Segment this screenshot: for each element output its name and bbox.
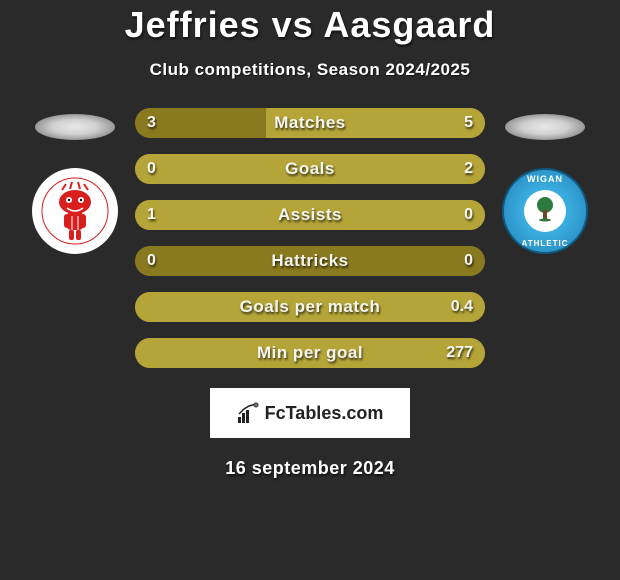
page-subtitle: Club competitions, Season 2024/2025 (0, 60, 620, 80)
stat-bar: 277Min per goal (135, 338, 485, 368)
bar-fill-right (135, 154, 485, 184)
club-badge-right: WIGAN ATHLETIC (502, 168, 588, 254)
infographic-root: Jeffries vs Aasgaard Club competitions, … (0, 0, 620, 479)
source-logo-box: FcTables.com (210, 388, 410, 438)
badge-center (524, 190, 566, 232)
source-logo-text: FcTables.com (265, 403, 384, 424)
main-row: 35Matches 02Goals 10Assists 0 0Hattricks 0.4G… (0, 108, 620, 368)
stat-value-left: 3 (147, 108, 156, 138)
right-side-column: WIGAN ATHLETIC (495, 108, 595, 254)
left-side-column (25, 108, 125, 254)
bar-fill-right (135, 338, 485, 368)
stat-bar: 02Goals (135, 154, 485, 184)
stat-bar: 0.4Goals per match (135, 292, 485, 322)
badge-ring-text-bottom: ATHLETIC (522, 239, 569, 248)
bar-fill-right (135, 292, 485, 322)
fctables-logo-icon (237, 402, 259, 424)
stat-bar: 10Assists (135, 200, 485, 230)
lincoln-crest-icon (40, 176, 110, 246)
page-title: Jeffries vs Aasgaard (0, 4, 620, 46)
tree-icon (534, 196, 556, 227)
stat-label: Hattricks (135, 246, 485, 276)
club-badge-left (32, 168, 118, 254)
stat-value-left: 0 (147, 246, 156, 276)
stat-bars-column: 35Matches 02Goals 10Assists 0 0Hattricks 0.4G… (135, 108, 485, 368)
bar-fill-right (266, 108, 485, 138)
player-shadow-right (505, 114, 585, 140)
date-text: 16 september 2024 (0, 458, 620, 479)
player-shadow-left (35, 114, 115, 140)
stat-value-right: 0 (464, 246, 473, 276)
stat-bar: 35Matches (135, 108, 485, 138)
bar-fill-left (135, 200, 485, 230)
badge-ring-text-top: WIGAN (527, 174, 563, 184)
stat-bar: 0 0Hattricks (135, 246, 485, 276)
